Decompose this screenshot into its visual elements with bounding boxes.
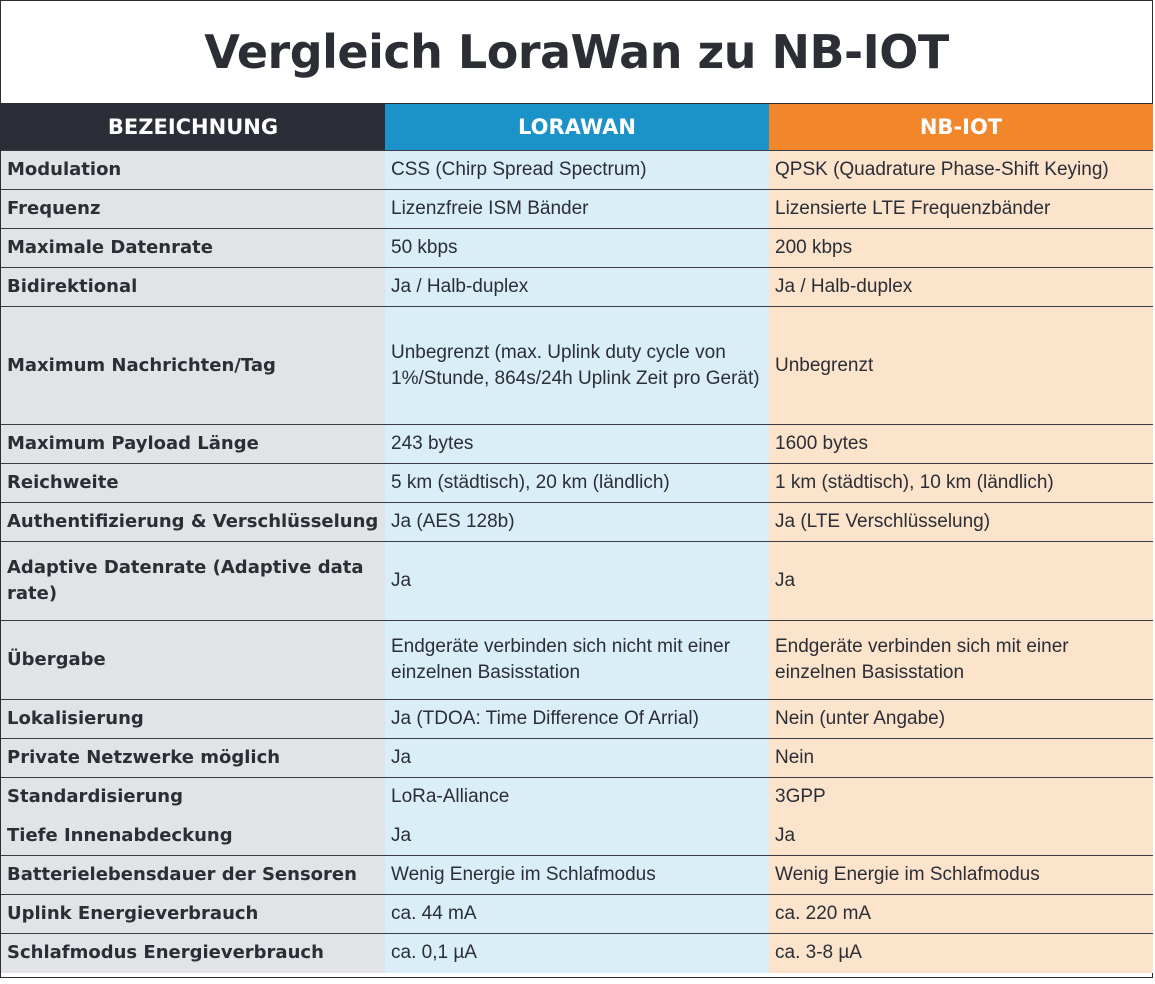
lorawan-cell: Lizenzfreie ISM Bänder [385, 189, 769, 229]
nbiot-cell: ca. 220 mA [769, 894, 1153, 934]
row-label: Reichweite [1, 463, 385, 503]
header-row: BEZEICHNUNG LORAWAN NB-IOT [1, 104, 1153, 151]
header-lorawan: LORAWAN [385, 104, 769, 151]
lorawan-cell: 243 bytes [385, 424, 769, 464]
lorawan-cell: ca. 0,1 µA [385, 933, 769, 973]
nbiot-cell: 200 kbps [769, 228, 1153, 268]
lorawan-cell: Ja (TDOA: Time Difference Of Arrial) [385, 699, 769, 739]
lorawan-cell: LoRa-Alliance [385, 777, 769, 817]
table-row: Frequenz Lizenzfreie ISM Bänder Lizensie… [1, 189, 1153, 229]
table-row: Bidirektional Ja / Halb-duplex Ja / Halb… [1, 267, 1153, 307]
nbiot-cell: ca. 3-8 µA [769, 933, 1153, 973]
table-row: Übergabe Endgeräte verbinden sich nicht … [1, 620, 1153, 700]
row-label: Übergabe [1, 620, 385, 700]
nbiot-cell: Ja (LTE Verschlüsselung) [769, 502, 1153, 542]
nbiot-cell: Endgeräte verbinden sich mit einer einze… [769, 620, 1153, 700]
nbiot-cell: Wenig Energie im Schlafmodus [769, 855, 1153, 895]
row-label: Maximale Datenrate [1, 228, 385, 268]
table-row: Private Netzwerke möglich Ja Nein [1, 738, 1153, 778]
nbiot-cell: Lizensierte LTE Frequenzbänder [769, 189, 1153, 229]
nbiot-cell: 3GPP [769, 777, 1153, 817]
row-label: Maximum Nachrichten/Tag [1, 306, 385, 425]
row-label: Maximum Payload Länge [1, 424, 385, 464]
table-row: Tiefe Innenabdeckung Ja Ja [1, 816, 1153, 856]
row-label: Private Netzwerke möglich [1, 738, 385, 778]
lorawan-cell: Ja / Halb-duplex [385, 267, 769, 307]
row-label: Tiefe Innenabdeckung [1, 816, 385, 856]
nbiot-cell: Ja [769, 541, 1153, 621]
nbiot-cell: Ja / Halb-duplex [769, 267, 1153, 307]
lorawan-cell: Ja [385, 738, 769, 778]
nbiot-cell: 1600 bytes [769, 424, 1153, 464]
nbiot-cell: QPSK (Quadrature Phase-Shift Keying) [769, 150, 1153, 190]
table-row: Maximum Nachrichten/Tag Unbegrenzt (max.… [1, 306, 1153, 425]
row-label: Uplink Energieverbrauch [1, 894, 385, 934]
row-label: Frequenz [1, 189, 385, 229]
row-label: Batterielebensdauer der Sensoren [1, 855, 385, 895]
table-row: Standardisierung LoRa-Alliance 3GPP [1, 777, 1153, 817]
row-label: Schlafmodus Energieverbrauch [1, 933, 385, 973]
title-bar: Vergleich LoraWan zu NB-IOT [1, 1, 1152, 104]
lorawan-cell: 5 km (städtisch), 20 km (ländlich) [385, 463, 769, 503]
lorawan-cell: CSS (Chirp Spread Spectrum) [385, 150, 769, 190]
row-label: Authentifizierung & Verschlüsselung [1, 502, 385, 542]
row-label: Lokalisierung [1, 699, 385, 739]
lorawan-cell: Ja [385, 816, 769, 856]
nbiot-cell: 1 km (städtisch), 10 km (ländlich) [769, 463, 1153, 503]
comparison-table: BEZEICHNUNG LORAWAN NB-IOT Modulation CS… [1, 104, 1153, 973]
table-row: Reichweite 5 km (städtisch), 20 km (länd… [1, 463, 1153, 503]
nbiot-cell: Nein [769, 738, 1153, 778]
table-row: Batterielebensdauer der Sensoren Wenig E… [1, 855, 1153, 895]
lorawan-cell: Wenig Energie im Schlafmodus [385, 855, 769, 895]
lorawan-cell: Ja (AES 128b) [385, 502, 769, 542]
page-title: Vergleich LoraWan zu NB-IOT [204, 25, 949, 79]
nbiot-cell: Ja [769, 816, 1153, 856]
table-row: Lokalisierung Ja (TDOA: Time Difference … [1, 699, 1153, 739]
header-nbiot: NB-IOT [769, 104, 1153, 151]
table-row: Uplink Energieverbrauch ca. 44 mA ca. 22… [1, 894, 1153, 934]
row-label: Adaptive Datenrate (Adaptive data rate) [1, 541, 385, 621]
lorawan-cell: Ja [385, 541, 769, 621]
lorawan-cell: 50 kbps [385, 228, 769, 268]
row-label: Bidirektional [1, 267, 385, 307]
row-label: Modulation [1, 150, 385, 190]
lorawan-cell: ca. 44 mA [385, 894, 769, 934]
nbiot-cell: Nein (unter Angabe) [769, 699, 1153, 739]
table-row: Adaptive Datenrate (Adaptive data rate) … [1, 541, 1153, 621]
table-row: Schlafmodus Energieverbrauch ca. 0,1 µA … [1, 933, 1153, 973]
table-row: Authentifizierung & Verschlüsselung Ja (… [1, 502, 1153, 542]
header-bezeichnung: BEZEICHNUNG [1, 104, 385, 151]
nbiot-cell: Unbegrenzt [769, 306, 1153, 425]
row-label: Standardisierung [1, 777, 385, 817]
lorawan-cell: Unbegrenzt (max. Uplink duty cycle von 1… [385, 306, 769, 425]
lorawan-cell: Endgeräte verbinden sich nicht mit einer… [385, 620, 769, 700]
table-row: Modulation CSS (Chirp Spread Spectrum) Q… [1, 150, 1153, 190]
table-row: Maximale Datenrate 50 kbps 200 kbps [1, 228, 1153, 268]
table-row: Maximum Payload Länge 243 bytes 1600 byt… [1, 424, 1153, 464]
